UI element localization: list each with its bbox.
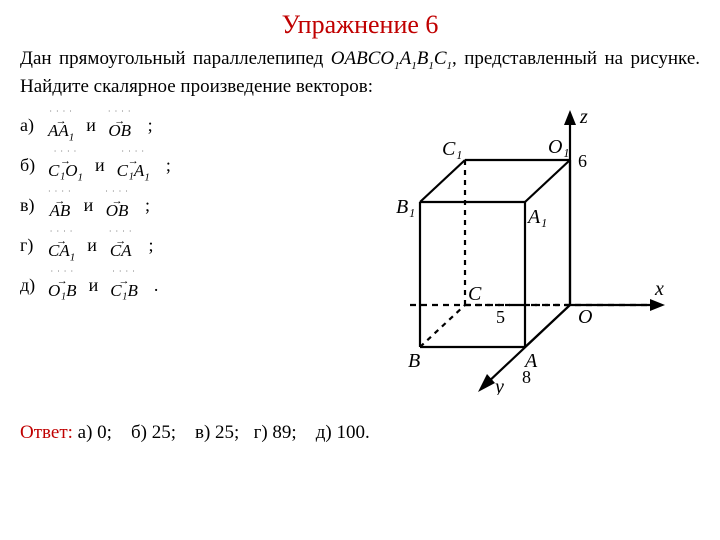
vector: · · · ·→CA1: [48, 228, 75, 263]
dim-z: 6: [578, 151, 587, 171]
vector: · · · ·→C₁B: [110, 268, 138, 303]
item-label: б): [20, 155, 44, 176]
and-word: и: [89, 275, 99, 296]
punct: .: [154, 275, 159, 296]
list-item: б) · · · ·→C₁O1 и · · · ·→C₁A1 ;: [20, 145, 300, 185]
punct: ;: [148, 115, 153, 136]
list-item: г) · · · ·→CA1 и · · · ·→CA ;: [20, 225, 300, 265]
answer-part: г) 89;: [254, 422, 297, 443]
answer-line: Ответ: а) 0; б) 25; в) 25; г) 89; д) 100…: [20, 422, 700, 444]
vector: · · · ·→AB: [48, 188, 72, 223]
vertex-O1: O₁: [548, 136, 569, 158]
answer-part: д) 100.: [316, 422, 370, 443]
punct: ;: [145, 195, 150, 216]
vector: · · · ·→CA: [109, 228, 133, 263]
item-label: д): [20, 275, 44, 296]
vector: · · · ·→AA1: [48, 108, 74, 143]
item-label: а): [20, 115, 44, 136]
axis-z-label: z: [579, 106, 588, 128]
and-word: и: [84, 195, 94, 216]
and-word: и: [87, 235, 97, 256]
solid-name: OABCO1A1B1C1: [331, 48, 452, 69]
exercise-title: Упражнение 6: [20, 10, 700, 40]
answer-part: в) 25;: [195, 422, 239, 443]
list-item: а) · · · ·→AA1 и · · · ·→OB ;: [20, 105, 300, 145]
vector: · · · ·→OB: [105, 188, 129, 223]
axis-y-label: y: [493, 376, 504, 395]
vector: · · · ·→O₁B: [48, 268, 77, 303]
item-label: г): [20, 235, 44, 256]
dim-y: 8: [522, 367, 531, 387]
item-label: в): [20, 195, 44, 216]
vertex-B1: B₁: [396, 196, 415, 218]
vertex-B: B: [408, 350, 420, 372]
vector: · · · ·→C₁A1: [117, 148, 150, 183]
list-item: в) · · · ·→AB и · · · ·→OB ;: [20, 185, 300, 225]
answer-part: а) 0;: [78, 422, 112, 443]
axis-x-label: x: [654, 278, 664, 300]
problem-pre: Дан прямоугольный параллелепипед: [20, 48, 331, 69]
problem-statement: Дан прямоугольный параллелепипед OABCO1A…: [20, 46, 700, 99]
punct: ;: [149, 235, 154, 256]
vector: · · · ·→C₁O1: [48, 148, 83, 183]
vector: · · · ·→OB: [108, 108, 132, 143]
list-item: д) · · · ·→O₁B и · · · ·→C₁B .: [20, 265, 300, 305]
vertex-C1: C₁: [442, 138, 462, 160]
vector-list: а) · · · ·→AA1 и · · · ·→OB ; б) · · · ·…: [20, 105, 300, 305]
dim-x: 5: [496, 307, 505, 327]
answer-part: б) 25;: [131, 422, 176, 443]
and-word: и: [95, 155, 105, 176]
vertex-O: O: [578, 306, 592, 328]
vertex-A1: A₁: [526, 206, 547, 228]
answer-prefix: Ответ:: [20, 422, 73, 443]
vertex-C: C: [468, 283, 482, 305]
punct: ;: [166, 155, 171, 176]
cube-diagram: z x y O A B C O₁ A₁ B₁ C₁ 5 8 6: [320, 105, 700, 400]
and-word: и: [86, 115, 96, 136]
